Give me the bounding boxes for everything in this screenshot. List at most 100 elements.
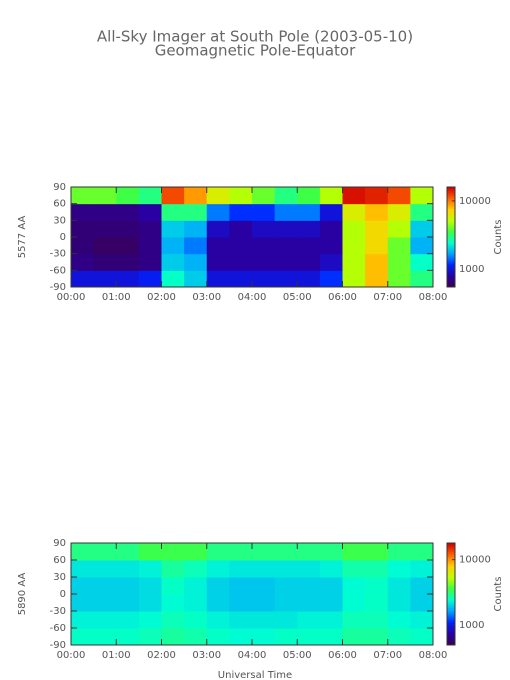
heat-cell (161, 220, 185, 238)
colorbar-swatch (447, 235, 455, 238)
heat-cell (161, 203, 185, 221)
y-tick-label: -90 (50, 640, 66, 651)
heat-cell (365, 187, 389, 205)
heat-cell (319, 577, 343, 595)
colorbar-label: Counts (493, 220, 504, 255)
x-tick-label: 06:00 (328, 650, 357, 661)
colorbar-swatch (447, 548, 455, 551)
heat-cell (387, 611, 411, 629)
colorbar-swatch (447, 268, 455, 271)
colorbar-swatch (447, 267, 455, 270)
colorbar-swatch (447, 207, 455, 210)
colorbar-swatch (447, 273, 455, 276)
heat-cell (161, 560, 185, 578)
colorbar-swatch (447, 604, 455, 607)
heat-cell (184, 577, 208, 595)
heat-cell (410, 577, 434, 595)
colorbar-swatch (447, 554, 455, 558)
colorbar-swatch (447, 228, 455, 231)
colorbar-swatch (447, 594, 455, 597)
colorbar-swatch (447, 247, 455, 250)
heat-cell (161, 187, 185, 205)
heat-cell (229, 611, 253, 629)
y-tick-label: -30 (50, 249, 66, 260)
heat-cell (274, 577, 298, 595)
heat-cell (71, 270, 95, 288)
heat-cell (116, 203, 140, 221)
colorbar-swatch (447, 607, 455, 610)
colorbar-swatch (447, 225, 455, 228)
heat-cell (319, 237, 343, 255)
heat-cell (319, 203, 343, 221)
colorbar-swatch (447, 636, 455, 639)
heat-cell (365, 270, 389, 288)
heat-cell (274, 203, 298, 221)
colorbar-swatch (447, 242, 455, 245)
heat-cell (116, 187, 140, 205)
colorbar-swatch (447, 599, 455, 602)
colorbar-swatch (447, 616, 455, 619)
heat-cell (410, 560, 434, 578)
heat-cell (297, 203, 321, 221)
colorbar-swatch (447, 558, 455, 561)
colorbar-swatch (447, 553, 455, 556)
heat-cell (410, 203, 434, 221)
heat-cell (229, 187, 253, 205)
heat-cell (206, 203, 230, 221)
heat-cell (387, 560, 411, 578)
heat-cell (410, 628, 434, 646)
heat-cell (116, 220, 140, 238)
heat-cell (206, 220, 230, 238)
colorbar-swatch (447, 546, 455, 549)
x-tick-label: 04:00 (238, 650, 267, 661)
colorbar-swatch (447, 188, 455, 191)
heat-cell (229, 237, 253, 255)
heat-cell (161, 594, 185, 612)
heat-cell (206, 253, 230, 271)
heat-cell (297, 270, 321, 288)
colorbar-swatch (447, 556, 455, 559)
heat-cell (116, 237, 140, 255)
heat-cell (252, 543, 276, 561)
heat-cell (387, 543, 411, 561)
colorbar-swatch (447, 634, 455, 637)
colorbar-swatch (447, 237, 455, 240)
colorbar-frame (446, 186, 456, 288)
heat-cell (229, 253, 253, 271)
colorbar-swatch (447, 577, 455, 580)
colorbar-swatch (447, 633, 455, 636)
heat-cell (138, 560, 162, 578)
colorbar-swatch (447, 609, 455, 612)
x-tick-label: 07:00 (373, 650, 402, 661)
colorbar-swatch (447, 233, 455, 236)
colorbar-swatch (447, 628, 455, 631)
heat-cell (297, 577, 321, 595)
colorbar-swatch (447, 571, 455, 575)
heat-cell (116, 594, 140, 612)
heat-cell (410, 237, 434, 255)
heat-cell (71, 237, 95, 255)
colorbar-swatch (447, 561, 455, 564)
heat-cell (161, 611, 185, 629)
colorbar-tick-label: 10000 (459, 555, 491, 566)
y-axis-label: 5890 AA (17, 573, 28, 616)
colorbar-swatch (447, 626, 455, 629)
heat-cell (116, 628, 140, 646)
x-tick-label: 01:00 (102, 292, 131, 303)
colorbar-swatch (447, 595, 455, 598)
heat-cell (184, 220, 208, 238)
heat-cell (138, 220, 162, 238)
heat-cell (138, 253, 162, 271)
colorbar-swatch (447, 568, 455, 571)
colorbar-swatch (447, 192, 455, 195)
colorbar-swatch (447, 600, 455, 603)
colorbar-swatch (447, 631, 455, 634)
heat-cell (116, 253, 140, 271)
x-tick-label: 08:00 (419, 292, 448, 303)
colorbar-swatch (447, 543, 455, 546)
colorbar-swatch (447, 280, 455, 283)
heat-cell (365, 628, 389, 646)
chart-subtitle: Geomagnetic Pole-Equator (155, 42, 356, 60)
heat-cell (274, 270, 298, 288)
colorbar-swatch (447, 570, 455, 573)
